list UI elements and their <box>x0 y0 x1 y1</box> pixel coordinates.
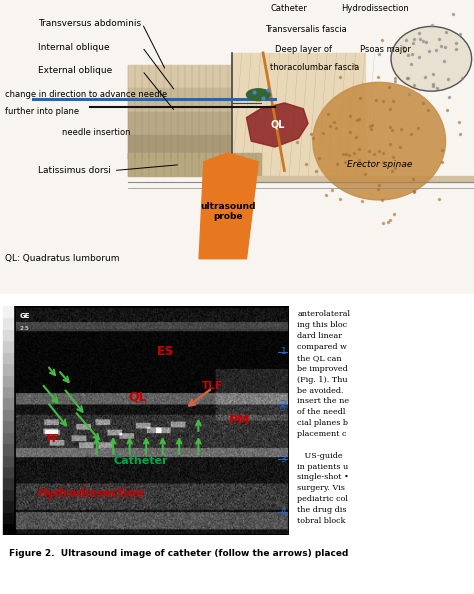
Text: Catheter: Catheter <box>270 4 307 13</box>
Bar <box>3 432 13 443</box>
Polygon shape <box>246 103 308 147</box>
Text: cial planes b: cial planes b <box>298 419 348 427</box>
Text: further into plane: further into plane <box>5 108 79 116</box>
Bar <box>128 153 261 176</box>
Text: single-shot •: single-shot • <box>298 473 349 481</box>
Text: US-guide: US-guide <box>298 451 343 460</box>
Text: TLF: TLF <box>201 381 223 391</box>
Bar <box>3 511 13 523</box>
Bar <box>3 352 13 363</box>
Text: insert the ne: insert the ne <box>298 397 350 405</box>
Ellipse shape <box>313 83 446 200</box>
Text: thoracolumbar fascia: thoracolumbar fascia <box>270 63 359 72</box>
Text: Hydrodissection: Hydrodissection <box>37 487 145 500</box>
Text: Internal oblique: Internal oblique <box>38 43 109 52</box>
Text: QL: QL <box>128 391 147 404</box>
Ellipse shape <box>391 27 472 91</box>
Bar <box>3 375 13 386</box>
Text: pediatric col: pediatric col <box>298 495 348 503</box>
Bar <box>3 306 13 317</box>
Text: anterolateral: anterolateral <box>298 311 350 318</box>
Text: be avoided.: be avoided. <box>298 387 344 394</box>
Text: Transversus abdominis: Transversus abdominis <box>38 19 141 28</box>
Text: ES: ES <box>157 345 174 358</box>
Polygon shape <box>199 153 258 259</box>
Text: Catheter: Catheter <box>113 456 168 466</box>
Text: PM: PM <box>229 414 250 426</box>
Text: Hydrodissection: Hydrodissection <box>341 4 409 13</box>
Text: placement c: placement c <box>298 430 347 438</box>
Text: ultrasound
probe: ultrasound probe <box>201 202 256 222</box>
Bar <box>3 523 13 535</box>
Bar <box>3 317 13 329</box>
Text: 1: 1 <box>281 347 286 356</box>
Ellipse shape <box>246 89 270 100</box>
Text: be improved: be improved <box>298 365 348 373</box>
Text: surgery. Vis: surgery. Vis <box>298 484 346 492</box>
Text: ing this bloc: ing this bloc <box>298 321 347 329</box>
Bar <box>3 409 13 421</box>
Bar <box>3 454 13 466</box>
Text: the QL can: the QL can <box>298 354 342 362</box>
Bar <box>3 329 13 340</box>
Bar <box>3 466 13 478</box>
Text: 2.5: 2.5 <box>20 327 29 331</box>
Bar <box>3 478 13 489</box>
Bar <box>3 421 13 432</box>
Text: needle insertion: needle insertion <box>62 128 130 137</box>
Bar <box>128 112 232 135</box>
Text: Deep layer of: Deep layer of <box>275 46 332 55</box>
Text: External oblique: External oblique <box>38 66 112 75</box>
Bar <box>128 65 232 89</box>
Text: 3: 3 <box>281 454 286 464</box>
Text: QL: Quadratus lumborum: QL: Quadratus lumborum <box>5 254 119 263</box>
Text: Figure 2.  Ultrasound image of catheter (follow the arrows) placed: Figure 2. Ultrasound image of catheter (… <box>9 549 349 558</box>
Text: of the needl: of the needl <box>298 408 346 416</box>
Text: 4: 4 <box>281 507 286 516</box>
Bar <box>3 386 13 397</box>
Bar <box>3 340 13 352</box>
Text: QL: QL <box>270 120 284 130</box>
Text: Transversalis fascia: Transversalis fascia <box>265 25 347 34</box>
Bar <box>3 397 13 409</box>
Text: tobral block: tobral block <box>298 517 346 525</box>
Text: D: D <box>280 406 285 412</box>
Text: Erector spinae: Erector spinae <box>346 160 412 169</box>
Text: Psoas major: Psoas major <box>360 46 411 55</box>
Text: in patients u: in patients u <box>298 463 349 470</box>
Text: (Fig. 1). Thu: (Fig. 1). Thu <box>298 375 348 384</box>
Bar <box>128 135 232 159</box>
Text: change in direction to advance needle: change in direction to advance needle <box>5 90 167 99</box>
Text: GE: GE <box>20 313 30 319</box>
Bar <box>3 500 13 511</box>
Bar <box>128 89 232 112</box>
Text: compared w: compared w <box>298 343 347 351</box>
Text: 2: 2 <box>281 400 286 409</box>
Bar <box>232 53 365 176</box>
Text: the drug dis: the drug dis <box>298 506 347 514</box>
Bar <box>3 489 13 500</box>
Text: Latissimus dorsi: Latissimus dorsi <box>38 166 111 175</box>
Text: TF: TF <box>45 434 60 444</box>
Text: dard linear: dard linear <box>298 332 343 340</box>
Bar <box>3 443 13 454</box>
Bar <box>232 176 474 182</box>
Bar <box>3 363 13 375</box>
